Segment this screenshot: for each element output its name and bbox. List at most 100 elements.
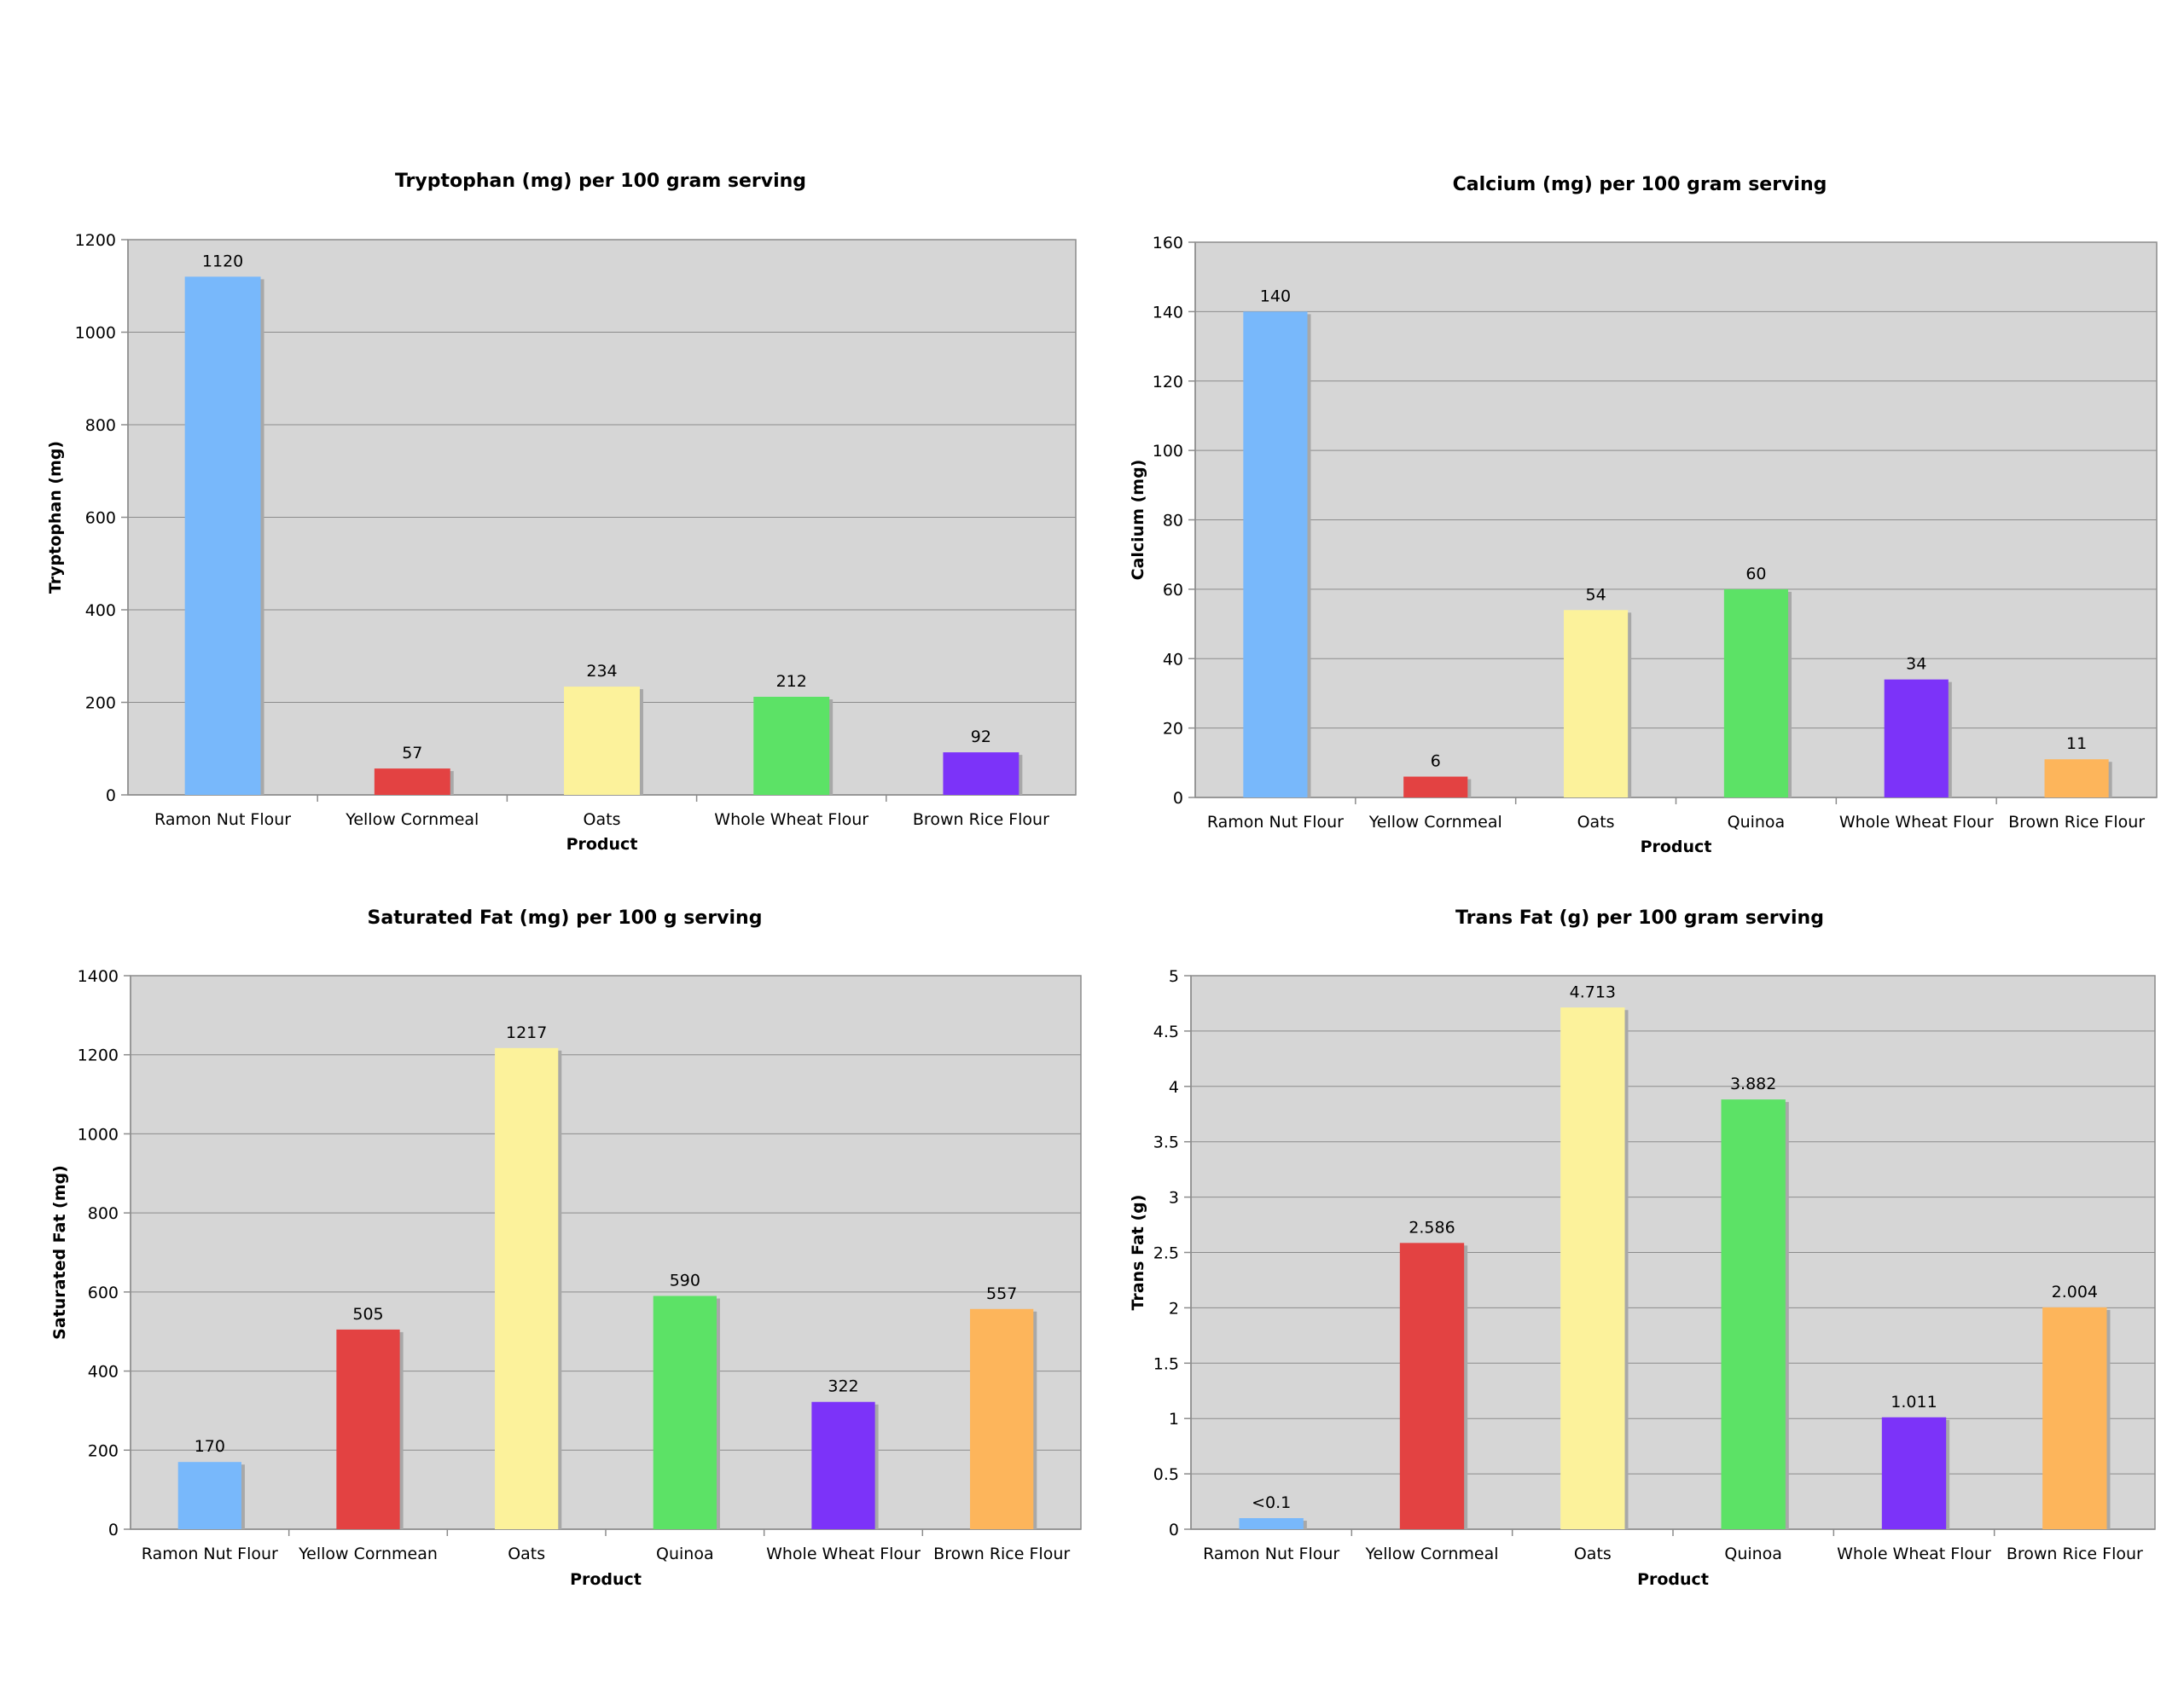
bar <box>495 1047 559 1529</box>
y-tick-label: 80 <box>1163 512 1183 530</box>
y-tick-label: 0.5 <box>1153 1465 1179 1484</box>
y-tick-label: 1200 <box>75 231 116 250</box>
data-label: 590 <box>670 1271 700 1290</box>
y-tick-label: 5 <box>1169 967 1179 986</box>
x-tick-label: Quinoa <box>1728 813 1786 832</box>
chart-1: Tryptophan (mg) per 100 gram serving 0 200… <box>46 171 1077 854</box>
data-label: 34 <box>1906 655 1926 674</box>
x-axis-label: Product <box>570 1570 642 1589</box>
x-tick-label: Ramon Nut Flour <box>1207 813 1344 832</box>
y-tick-label: 2.5 <box>1153 1244 1179 1263</box>
data-label: 92 <box>971 728 991 746</box>
bar <box>336 1329 400 1529</box>
data-label: 1217 <box>506 1023 547 1042</box>
bar <box>653 1296 717 1529</box>
data-label: 557 <box>986 1284 1017 1303</box>
y-axis-label: Trans Fat (g) <box>1129 1195 1147 1311</box>
x-tick-label: Brown Rice Flour <box>2008 813 2145 832</box>
y-tick-label: 0 <box>108 1521 119 1539</box>
x-tick-label: Ramon Nut Flour <box>154 810 291 829</box>
y-tick-label: 40 <box>1163 650 1183 669</box>
bar <box>1881 1417 1947 1529</box>
y-tick-label: 600 <box>85 509 116 528</box>
x-axis-label: Product <box>1641 838 1712 856</box>
y-tick-label: 3 <box>1169 1189 1179 1208</box>
x-tick-label: Whole Wheat Flour <box>1839 813 1994 832</box>
chart-4: Trans Fat (g) per 100 gram serving 0 0.5 1 1… <box>1129 907 2156 1589</box>
y-tick-label: 4 <box>1169 1078 1179 1097</box>
x-tick-label: Yellow Cornmean <box>298 1545 438 1563</box>
y-tick-label: 400 <box>88 1363 119 1382</box>
data-label: 2.004 <box>2052 1283 2098 1301</box>
data-label: 170 <box>195 1437 225 1456</box>
data-label: 57 <box>402 744 422 762</box>
bar <box>1403 776 1468 797</box>
chart-title: Calcium (mg) per 100 gram serving <box>1453 174 1827 195</box>
bar <box>970 1308 1034 1529</box>
x-tick-label: Oats <box>1574 1545 1612 1563</box>
x-tick-label: Ramon Nut Flour <box>142 1545 278 1563</box>
chart-title: Trans Fat (g) per 100 gram serving <box>1455 907 1824 929</box>
data-label: 322 <box>828 1377 858 1396</box>
y-tick-label: 0 <box>106 786 116 805</box>
data-label: 140 <box>1260 287 1291 305</box>
x-tick-label: Brown Rice Flour <box>933 1545 1070 1563</box>
data-label: 234 <box>586 662 617 681</box>
y-tick-label: 200 <box>85 694 116 713</box>
data-label: 212 <box>776 672 807 691</box>
y-tick-label: 60 <box>1163 581 1183 600</box>
bar <box>1560 1007 1625 1529</box>
data-label: 505 <box>352 1305 383 1324</box>
x-tick-label: Whole Wheat Flour <box>714 810 868 829</box>
bar <box>374 768 450 795</box>
y-tick-label: 800 <box>85 416 116 435</box>
x-tick-label: Yellow Cornmeal <box>1364 1545 1498 1563</box>
y-tick-label: 120 <box>1153 373 1183 391</box>
x-tick-label: Whole Wheat Flour <box>766 1545 921 1563</box>
x-tick-label: Oats <box>1577 813 1615 832</box>
x-tick-label: Brown Rice Flour <box>2007 1545 2143 1563</box>
x-tick-label: Yellow Cornmeal <box>1368 813 1502 832</box>
y-tick-label: 4.5 <box>1153 1023 1179 1041</box>
x-tick-label: Ramon Nut Flour <box>1203 1545 1339 1563</box>
data-label: 1.011 <box>1891 1393 1937 1412</box>
bar <box>177 1462 241 1529</box>
y-tick-label: 3.5 <box>1153 1133 1179 1152</box>
bar <box>1243 311 1308 797</box>
x-axis-label: Product <box>1637 1570 1709 1589</box>
chart-title: Tryptophan (mg) per 100 gram serving <box>395 171 806 192</box>
y-tick-label: 400 <box>85 601 116 620</box>
x-tick-label: Quinoa <box>1724 1545 1782 1563</box>
bar <box>564 687 640 795</box>
y-tick-label: 200 <box>88 1441 119 1460</box>
bar <box>811 1401 875 1529</box>
y-tick-label: 600 <box>88 1284 119 1302</box>
bar <box>943 752 1019 795</box>
y-tick-label: 1000 <box>78 1125 119 1144</box>
bar <box>1239 1518 1304 1529</box>
x-tick-label: Oats <box>584 810 621 829</box>
data-label: 4.713 <box>1570 983 1616 1001</box>
y-tick-label: 140 <box>1153 303 1183 322</box>
data-label: 11 <box>2066 734 2087 753</box>
y-axis-label: Tryptophan (mg) <box>46 441 65 594</box>
y-tick-label: 20 <box>1163 720 1183 739</box>
data-label: 2.586 <box>1409 1218 1455 1237</box>
y-tick-label: 100 <box>1153 442 1183 461</box>
x-tick-label: Brown Rice Flour <box>913 810 1049 829</box>
bar <box>184 276 261 795</box>
x-tick-label: Oats <box>508 1545 545 1563</box>
y-tick-label: 1.5 <box>1153 1354 1179 1373</box>
chart-title: Saturated Fat (mg) per 100 g serving <box>368 907 763 929</box>
plot-area <box>130 975 1082 1530</box>
x-tick-label: Whole Wheat Flour <box>1837 1545 1991 1563</box>
bar <box>1721 1099 1786 1529</box>
y-tick-label: 1 <box>1169 1410 1179 1429</box>
y-tick-label: 0 <box>1173 789 1183 808</box>
bar <box>753 696 830 795</box>
y-tick-label: 1200 <box>78 1046 119 1065</box>
bar <box>1723 588 1788 797</box>
y-tick-label: 0 <box>1169 1521 1179 1539</box>
chart-3: Saturated Fat (mg) per 100 g serving 0 200… <box>50 907 1082 1589</box>
